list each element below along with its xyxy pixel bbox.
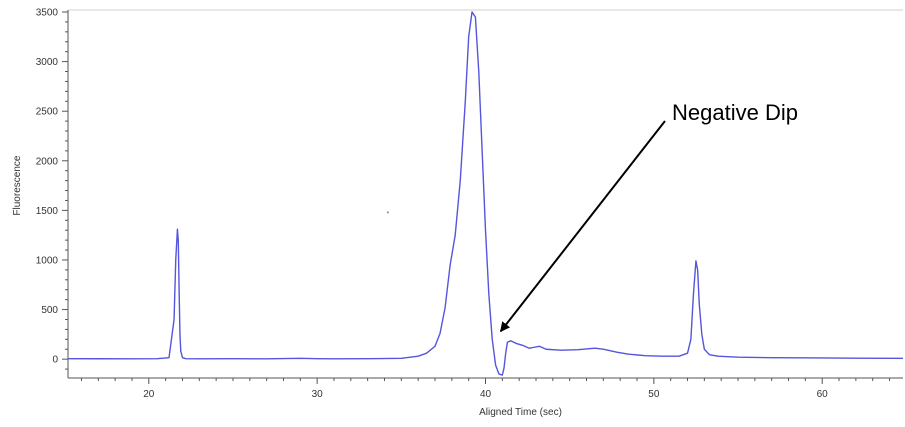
x-tick-label: 60	[817, 389, 829, 400]
x-tick-label: 30	[312, 389, 324, 400]
y-axis-label: Fluorescence	[12, 155, 23, 215]
x-axis-label: Aligned Time (sec)	[479, 407, 562, 418]
y-tick-label: 3000	[36, 57, 59, 68]
y-tick-label: 3500	[36, 8, 59, 19]
y-tick-label: 1000	[36, 255, 59, 266]
y-tick-label: 1500	[36, 206, 59, 217]
y-tick-label: 500	[41, 305, 58, 316]
x-tick-label: 40	[480, 389, 492, 400]
annotation-arrow	[499, 120, 666, 333]
y-tick-label: 2500	[36, 107, 59, 118]
y-tick-label: 2000	[36, 156, 59, 167]
y-tick-label: 0	[52, 355, 58, 366]
x-tick-label: 20	[143, 389, 155, 400]
annotation-label: Negative Dip	[672, 100, 798, 125]
x-tick-label: 50	[648, 389, 660, 400]
series-line-0	[67, 11, 904, 376]
stray-point	[386, 211, 389, 214]
